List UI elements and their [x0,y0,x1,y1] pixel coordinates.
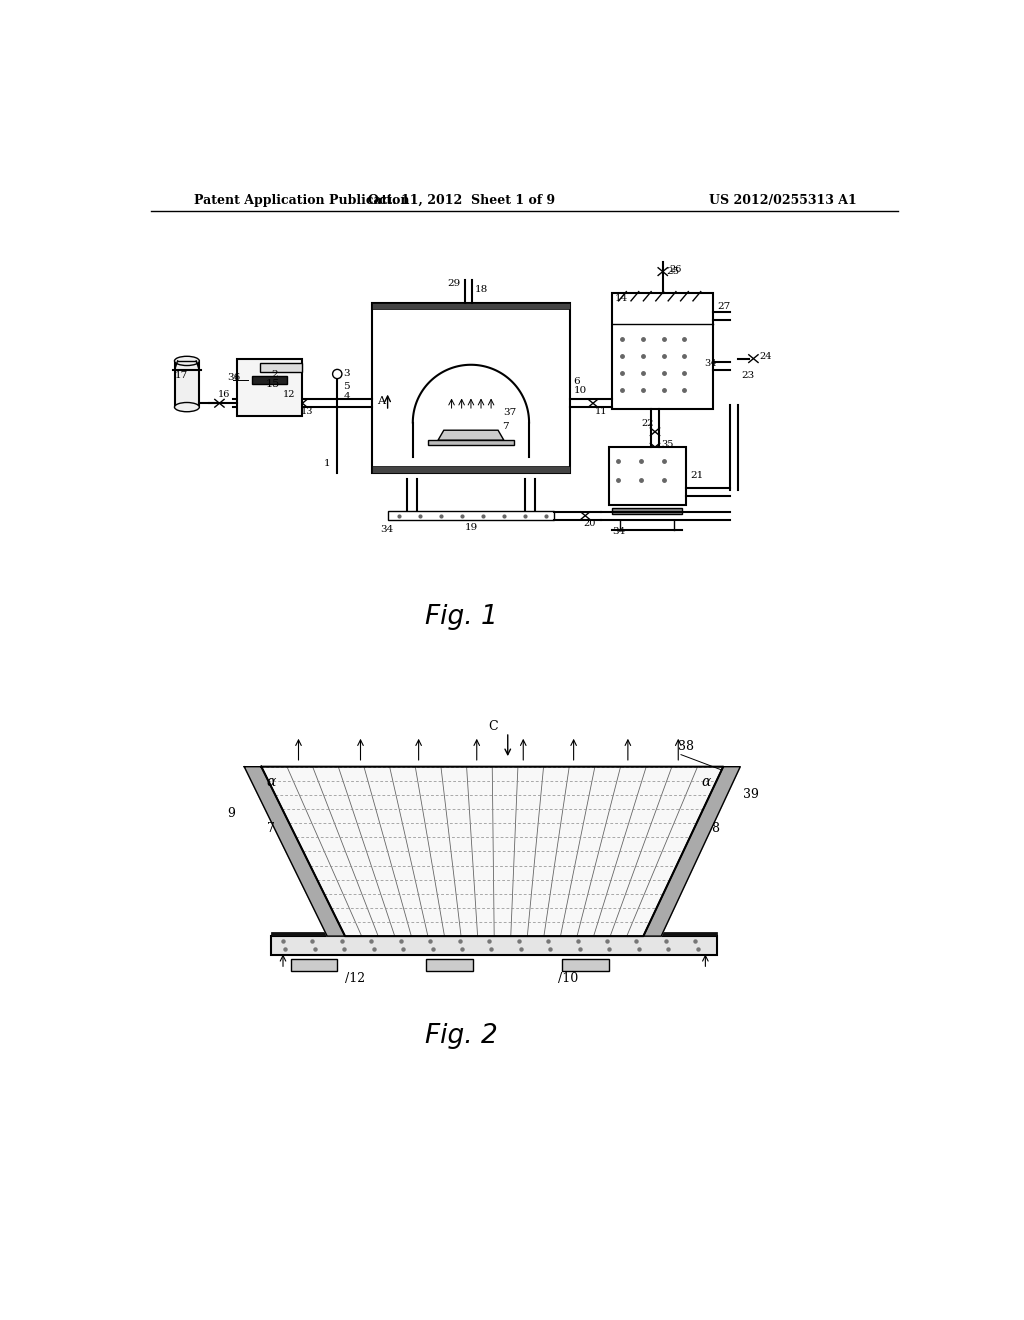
Bar [252,376,287,384]
Bar [260,363,302,372]
Polygon shape [643,767,740,936]
Text: 11: 11 [595,407,607,416]
Text: Oct. 11, 2012  Sheet 1 of 9: Oct. 11, 2012 Sheet 1 of 9 [368,194,555,207]
Text: /10: /10 [558,973,579,985]
Text: 8: 8 [711,822,719,836]
Text: Fig. 2: Fig. 2 [425,1023,498,1049]
Ellipse shape [174,403,200,412]
Bar [372,304,569,473]
Text: 19: 19 [465,523,478,532]
Bar [612,508,682,515]
Bar [271,932,717,936]
Bar [271,936,717,956]
Text: 1: 1 [324,459,330,469]
Text: 24: 24 [760,351,772,360]
Bar [291,960,337,970]
Bar [174,360,200,407]
Text: A: A [378,396,386,407]
Text: 2: 2 [271,370,278,379]
Text: 10: 10 [573,387,587,395]
Bar [426,960,473,970]
Text: Patent Application Publication: Patent Application Publication [194,194,410,207]
Bar [608,447,686,506]
Bar [562,960,608,970]
Text: Fig. 1: Fig. 1 [425,603,498,630]
Polygon shape [261,767,723,936]
Text: 5: 5 [343,383,350,392]
Bar [372,304,569,309]
Bar [372,466,569,473]
Text: C: C [488,719,498,733]
Text: 34: 34 [703,359,717,368]
Text: 34: 34 [380,525,393,533]
Bar [428,441,514,445]
Text: 15: 15 [265,379,280,389]
Text: 20: 20 [584,520,596,528]
Text: 37: 37 [504,408,517,417]
Text: α: α [266,775,275,789]
Text: 23: 23 [741,371,755,380]
Bar [612,293,713,409]
Text: 29: 29 [447,280,461,288]
Text: /12: /12 [345,973,366,985]
Text: 3: 3 [343,370,350,379]
Text: 6: 6 [572,378,580,385]
Text: 14: 14 [614,294,628,302]
Bar [237,359,302,416]
Text: 7: 7 [502,421,509,430]
Text: 7: 7 [267,822,275,836]
Text: 36: 36 [227,374,241,383]
Text: 21: 21 [690,471,703,480]
Text: 9: 9 [227,807,236,820]
Text: 22: 22 [641,418,653,428]
Circle shape [333,370,342,379]
Text: 35: 35 [662,440,674,449]
Text: 25: 25 [666,267,679,276]
Text: 12: 12 [283,391,296,399]
Text: 38: 38 [678,739,694,752]
Text: 18: 18 [475,285,488,293]
Text: α: α [701,775,711,789]
Ellipse shape [174,356,200,366]
Text: 13: 13 [301,407,313,416]
Polygon shape [245,767,345,936]
Text: 26: 26 [669,264,681,273]
Text: 16: 16 [218,391,230,399]
Polygon shape [438,430,504,441]
Text: 27: 27 [717,301,730,310]
Text: 34: 34 [612,527,626,536]
Text: 4: 4 [343,392,350,401]
Text: US 2012/0255313 A1: US 2012/0255313 A1 [709,194,856,207]
Text: 39: 39 [742,788,759,800]
Text: 17: 17 [175,371,188,380]
Bar [388,511,554,520]
